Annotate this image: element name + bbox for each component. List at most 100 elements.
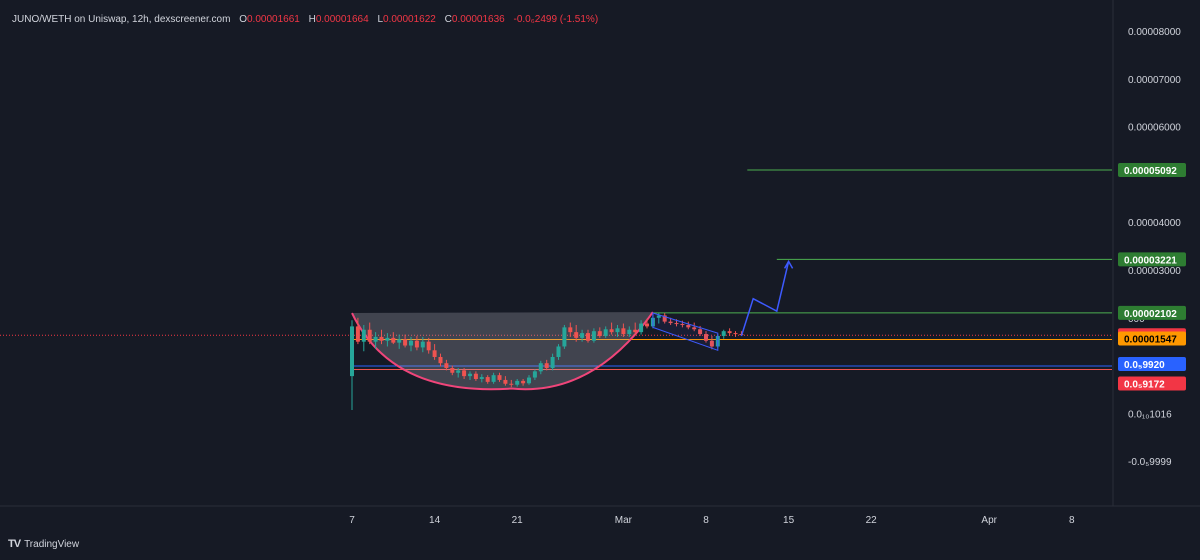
candle-body-19 — [462, 370, 467, 377]
low-value: 0.00001622 — [383, 14, 436, 25]
candle-body-24 — [491, 375, 496, 382]
projection-arrow-line — [740, 261, 790, 337]
price-tag-bg-4 — [1118, 331, 1186, 346]
candle-body-63 — [721, 331, 726, 336]
tradingview-watermark[interactable]: TV TradingView — [8, 538, 79, 550]
x-tick-label-7: Apr — [981, 515, 997, 526]
candle-body-8 — [397, 339, 402, 343]
candle-body-41 — [591, 331, 596, 341]
candle-body-15 — [438, 356, 443, 364]
open-value: 0.00001661 — [246, 14, 300, 25]
price-tag-bg-5 — [1118, 356, 1186, 371]
high-value: 0.00001664 — [315, 14, 369, 25]
low-label: L — [377, 14, 384, 25]
candle-body-39 — [580, 333, 585, 338]
candle-body-2 — [361, 329, 366, 342]
chart-header: JUNO/WETH on Uniswap, 12h, dexscreener.c… — [12, 14, 598, 25]
flag-channel — [652, 312, 719, 352]
cup-curve — [351, 311, 654, 391]
price-tag-bg-0 — [1118, 163, 1186, 178]
candle-body-4 — [373, 336, 378, 342]
candle-body-13 — [426, 341, 431, 351]
candle-body-29 — [521, 380, 526, 384]
candle-body-60 — [704, 334, 708, 341]
candle-body-50 — [645, 323, 649, 327]
price-tag-label-1: 0.00003221 — [1124, 255, 1177, 266]
candle-body-12 — [420, 341, 425, 348]
candle-body-5 — [379, 336, 384, 341]
y-tick-label-6: -0.0₅9999 — [1128, 457, 1172, 468]
cup-fill — [352, 312, 653, 390]
candle-body-10 — [409, 340, 413, 346]
candle-body-42 — [597, 331, 602, 336]
x-tick-label-2: 21 — [512, 515, 524, 526]
y-tick-label-4: 0.00003000 — [1128, 266, 1181, 277]
candle-body-30 — [527, 377, 531, 384]
candle-body-34 — [550, 356, 555, 368]
candle-body-31 — [532, 371, 537, 378]
candle-body-37 — [568, 327, 573, 333]
price-tag-bg-6 — [1118, 376, 1186, 391]
candle-body-48 — [633, 329, 638, 333]
x-tick-label-0: 7 — [349, 515, 355, 526]
price-tag-bg-2 — [1118, 305, 1186, 320]
candle-body-22 — [479, 377, 484, 379]
candle-body-33 — [544, 363, 549, 368]
candle-body-0 — [350, 326, 354, 377]
close-value: 0.00001636 — [451, 14, 505, 25]
candle-body-32 — [538, 363, 543, 372]
x-tick-label-5: 15 — [783, 515, 795, 526]
candle-body-45 — [615, 328, 620, 333]
candle-body-52 — [656, 315, 661, 318]
candle-body-17 — [450, 367, 455, 373]
x-tick-label-8: 8 — [1069, 515, 1075, 526]
candle-body-1 — [355, 326, 360, 342]
y-tick-label-2: 0.00006000 — [1128, 123, 1181, 134]
x-tick-label-3: Mar — [615, 515, 633, 526]
candle-body-54 — [668, 321, 673, 324]
candle-body-46 — [621, 328, 626, 335]
candle-body-14 — [432, 350, 437, 357]
price-tag-bg-1 — [1118, 252, 1186, 267]
candle-body-20 — [468, 373, 472, 377]
change-value: -0.0₆2499 (-1.51%) — [513, 14, 599, 25]
candle-body-7 — [391, 337, 396, 343]
y-tick-label-0: 0.00008000 — [1128, 27, 1181, 38]
candle-body-44 — [609, 329, 614, 333]
candle-body-23 — [485, 377, 490, 382]
candle-body-40 — [586, 333, 590, 341]
candle-body-16 — [444, 363, 449, 368]
price-tag-label-5: 0.0₅9920 — [1124, 360, 1165, 371]
candle-body-3 — [367, 329, 372, 342]
projection-arrow-head — [783, 259, 794, 269]
tradingview-brand: TradingView — [24, 538, 80, 550]
candle-body-58 — [692, 327, 697, 330]
candle-body-55 — [674, 323, 679, 325]
candle-body-11 — [414, 340, 419, 348]
candle-body-61 — [709, 340, 714, 347]
candle-body-59 — [698, 329, 703, 335]
candle-body-49 — [639, 323, 644, 333]
x-tick-label-4: 8 — [703, 515, 709, 526]
price-tag-label-6: 0.0₅9172 — [1124, 380, 1165, 391]
price-tag-label-0: 0.00005092 — [1124, 166, 1177, 177]
candle-body-9 — [403, 339, 408, 346]
candle-body-21 — [473, 373, 478, 379]
open-label: O — [239, 14, 247, 25]
candle-body-6 — [385, 337, 390, 341]
candle-body-35 — [556, 346, 561, 357]
candle-body-26 — [503, 379, 508, 384]
candle-body-53 — [662, 315, 667, 322]
candle-body-65 — [733, 333, 738, 335]
tradingview-logo-icon: TV — [8, 538, 21, 550]
close-label: C — [444, 14, 452, 25]
candle-body-47 — [627, 329, 632, 335]
price-tag-label-4: 0.00001547 — [1124, 334, 1177, 345]
candle-body-25 — [497, 375, 502, 380]
x-tick-label-1: 14 — [429, 515, 441, 526]
x-tick-label-6: 22 — [866, 515, 878, 526]
candle-body-28 — [515, 380, 520, 385]
candle-body-18 — [456, 370, 461, 373]
